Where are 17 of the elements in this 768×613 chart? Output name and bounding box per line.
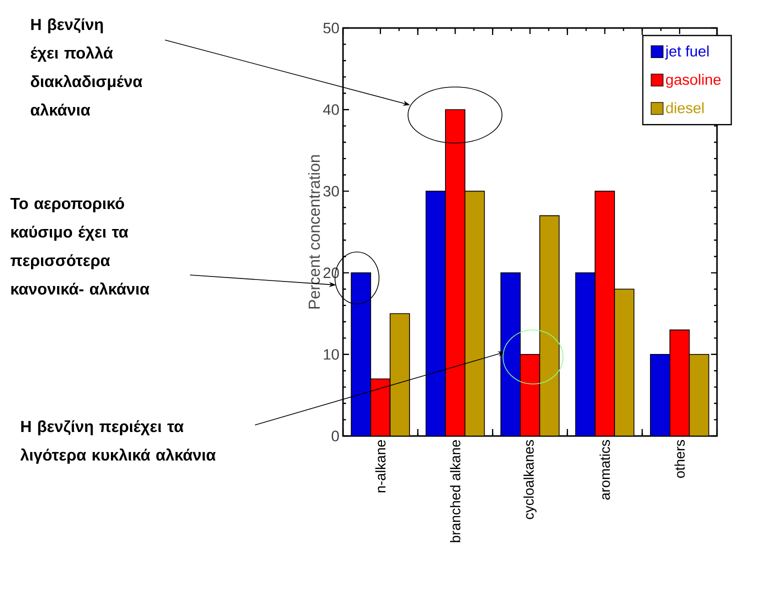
y-tick-label: 30 (323, 186, 339, 196)
y-tick-label: 10 (324, 349, 339, 360)
x-tick-label: aromatics (600, 440, 610, 500)
legend-label: diesel (666, 102, 704, 114)
text: Το αεροπορικό καύσιμο έχει τα περισσότερα κανονικά- αλκάνια (10, 197, 150, 295)
y-axis-title: Percent concentration (308, 155, 320, 309)
y-tick-label: 0 (332, 430, 339, 442)
legend-label: gasoline (666, 74, 721, 88)
x-tick-label: n-alkane (375, 440, 386, 492)
y-tick-label: 40 (323, 104, 339, 115)
legend-label: jet fuel (665, 46, 709, 60)
x-tick-label: cycloalkanes (523, 440, 537, 520)
text: Η βενζίνη έχει πολλά διακλαδισμένα αλκάνια (30, 18, 142, 116)
x-tick-label: branched alkane (450, 440, 460, 542)
y-tick-label: 50 (323, 22, 339, 34)
text: Η βενζίνη περιέχει τα λιγότερα κυκλικά αλκάνια (20, 420, 216, 464)
x-tick-label: others (674, 440, 685, 478)
